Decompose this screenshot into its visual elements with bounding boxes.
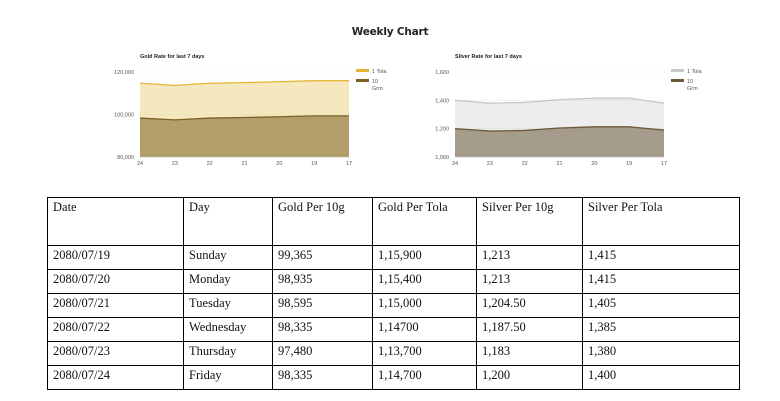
rates-table: Date Day Gold Per 10g Gold Per Tola Silver P… bbox=[47, 197, 740, 390]
silver-rate-chart: Silver Rate for last 7 days 1,000 1,200 1,4… bbox=[435, 54, 703, 167]
table-cell: 97,480 bbox=[272, 341, 373, 366]
y-tick-label: 1,400 bbox=[435, 98, 449, 104]
x-tick-label: 23 bbox=[172, 161, 178, 167]
column-header: Silver Per 10g bbox=[476, 197, 583, 246]
x-tick-label: 17 bbox=[661, 161, 667, 167]
y-tick-label: 1,600 bbox=[435, 70, 449, 76]
series-line-gram bbox=[139, 115, 349, 121]
y-tick-label: 1,200 bbox=[435, 127, 449, 133]
legend-swatch bbox=[671, 79, 684, 82]
table-header-row: Date Day Gold Per 10g Gold Per Tola Silver P… bbox=[47, 197, 740, 246]
gold-rate-chart: Gold Rate for last 7 days 80,000 100,000 12… bbox=[114, 54, 388, 167]
table-cell: 2080/07/20 bbox=[47, 269, 184, 294]
table-cell: 1,380 bbox=[582, 341, 740, 366]
x-tick-label: 20 bbox=[276, 161, 282, 167]
table-cell: Sunday bbox=[183, 245, 273, 270]
table-cell: 2080/07/21 bbox=[47, 293, 184, 318]
table-cell: 1,15,400 bbox=[372, 269, 477, 294]
table-row: 2080/07/19 Sunday 99,365 1,15,900 1,213 1,415 bbox=[47, 245, 740, 270]
table-cell: Friday bbox=[183, 365, 273, 390]
table-cell: 1,14,700 bbox=[372, 365, 477, 390]
table-cell: 1,204.50 bbox=[476, 293, 583, 318]
table-cell: 1,183 bbox=[476, 341, 583, 366]
legend-label: 1 Tola bbox=[687, 69, 703, 75]
column-header: Day bbox=[183, 197, 273, 246]
x-tick-label: 22 bbox=[522, 161, 528, 167]
table-cell: Wednesday bbox=[183, 317, 273, 342]
x-tick-label: 22 bbox=[207, 161, 213, 167]
table-cell: 1,415 bbox=[582, 245, 740, 270]
x-tick-label: 21 bbox=[556, 161, 562, 167]
table-cell: 1,405 bbox=[582, 293, 740, 318]
y-tick-label: 100,000 bbox=[114, 113, 134, 119]
table-cell: Thursday bbox=[183, 341, 273, 366]
x-tick-label: 19 bbox=[626, 161, 632, 167]
y-tick-label: 1,000 bbox=[435, 155, 449, 161]
chart-title: Gold Rate for last 7 days bbox=[140, 54, 205, 60]
legend-swatch bbox=[671, 69, 684, 72]
y-tick-label: 120,000 bbox=[114, 70, 134, 76]
table-cell: 1,385 bbox=[582, 317, 740, 342]
x-tick-label: 17 bbox=[346, 161, 352, 167]
table-row: 2080/07/24 Friday 98,335 1,14,700 1,200 1,400 bbox=[47, 365, 740, 390]
x-tick-label: 24 bbox=[137, 161, 143, 167]
table-row: 2080/07/23 Thursday 97,480 1,13,700 1,183 1,3… bbox=[47, 341, 740, 366]
legend-label: 10 Grm bbox=[372, 79, 383, 92]
table-cell: 1,400 bbox=[582, 365, 740, 390]
x-tick-label: 19 bbox=[311, 161, 317, 167]
table-cell: 1,13,700 bbox=[372, 341, 477, 366]
table-cell: 1,15,000 bbox=[372, 293, 477, 318]
table-cell: 2080/07/24 bbox=[47, 365, 184, 390]
table-cell: 98,595 bbox=[272, 293, 373, 318]
column-header: Gold Per Tola bbox=[372, 197, 477, 246]
series-line-tola bbox=[454, 97, 665, 104]
series-area-gram bbox=[455, 126, 664, 157]
y-tick-label: 80,000 bbox=[117, 155, 134, 161]
series-line-gram bbox=[454, 126, 665, 132]
column-header: Silver Per Tola bbox=[582, 197, 740, 246]
x-tick-label: 20 bbox=[591, 161, 597, 167]
table-cell: 1,213 bbox=[476, 269, 583, 294]
legend-label: 1 Tola bbox=[372, 69, 388, 75]
table-cell: Tuesday bbox=[183, 293, 273, 318]
x-tick-label: 23 bbox=[487, 161, 493, 167]
table-cell: 1,15,900 bbox=[372, 245, 477, 270]
table-cell: 2080/07/22 bbox=[47, 317, 184, 342]
x-tick-label: 24 bbox=[452, 161, 458, 167]
table-body: 2080/07/19 Sunday 99,365 1,15,900 1,213 1,415… bbox=[47, 245, 740, 390]
table-cell: 99,365 bbox=[272, 245, 373, 270]
table-row: 2080/07/21 Tuesday 98,595 1,15,000 1,204.50 1… bbox=[47, 293, 740, 318]
column-header: Gold Per 10g bbox=[272, 197, 373, 246]
legend-swatch bbox=[356, 69, 369, 72]
chart-title: Silver Rate for last 7 days bbox=[455, 54, 522, 60]
x-tick-label: 21 bbox=[241, 161, 247, 167]
table-cell: 1,415 bbox=[582, 269, 740, 294]
table-cell: 1,187.50 bbox=[476, 317, 583, 342]
series-area-gram bbox=[140, 115, 349, 157]
table-cell: 98,935 bbox=[272, 269, 373, 294]
table-cell: 2080/07/23 bbox=[47, 341, 184, 366]
series-line-tola bbox=[139, 80, 349, 87]
column-header: Date bbox=[47, 197, 184, 246]
table-cell: 2080/07/19 bbox=[47, 245, 184, 270]
table-cell: 1,14700 bbox=[372, 317, 477, 342]
page-title: Weekly Chart bbox=[351, 26, 429, 38]
legend-swatch bbox=[356, 79, 369, 82]
table-cell: 98,335 bbox=[272, 365, 373, 390]
table-cell: Monday bbox=[183, 269, 273, 294]
table-row: 2080/07/22 Wednesday 98,335 1,14700 1,187.50… bbox=[47, 317, 740, 342]
table-cell: 1,200 bbox=[476, 365, 583, 390]
table-row: 2080/07/20 Monday 98,935 1,15,400 1,213 1,415 bbox=[47, 269, 740, 294]
legend-label: 10 Grm bbox=[687, 79, 698, 92]
table-cell: 98,335 bbox=[272, 317, 373, 342]
table-cell: 1,213 bbox=[476, 245, 583, 270]
